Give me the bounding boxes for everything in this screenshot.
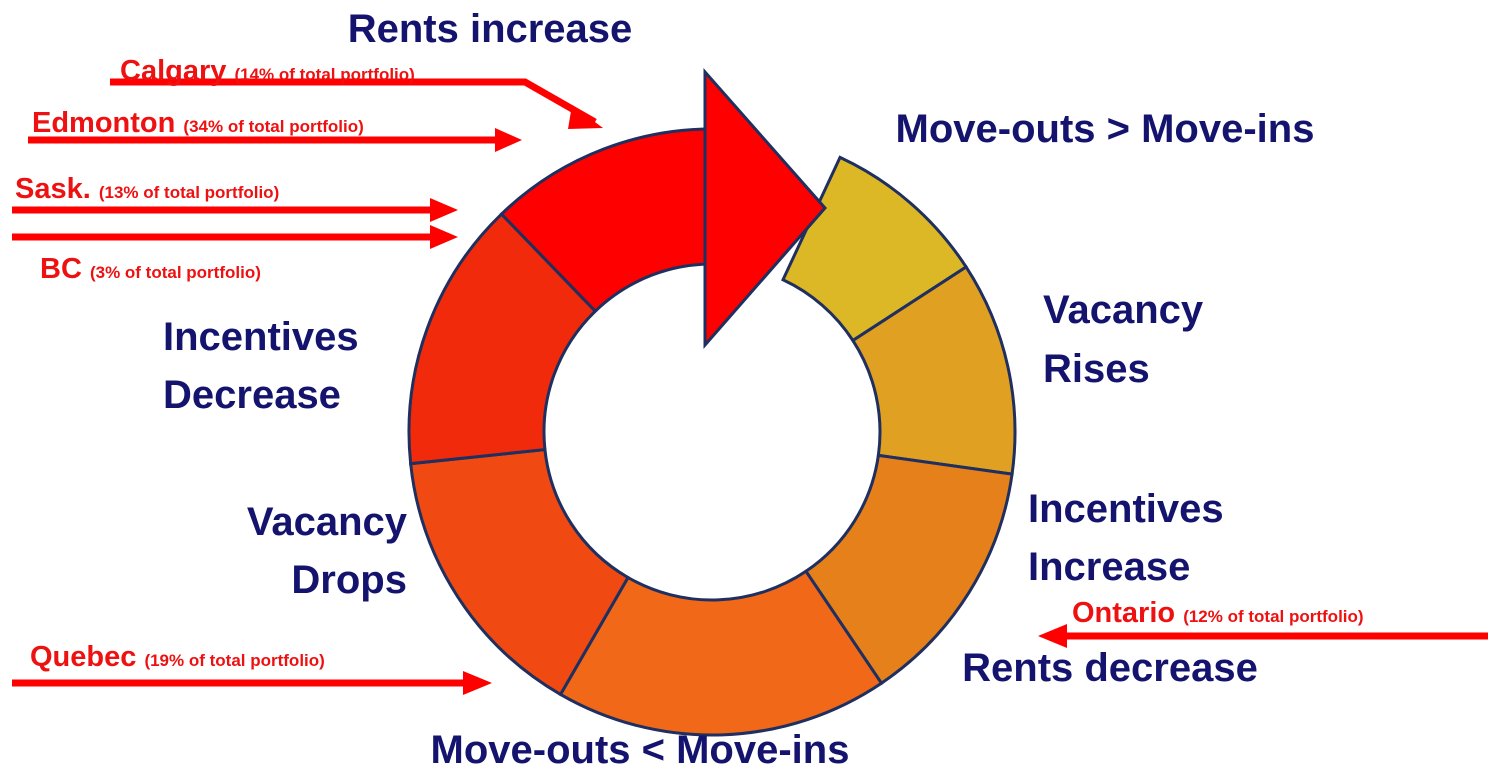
arrow-head bbox=[430, 225, 458, 249]
stage-label: Rises bbox=[1043, 347, 1150, 391]
arrow-head bbox=[568, 105, 603, 129]
ring-segment bbox=[409, 447, 631, 697]
cycle-ring bbox=[407, 127, 1017, 737]
stage-label: Move-outs > Move-ins bbox=[896, 107, 1315, 151]
region-label: Quebec (19% of total portfolio) bbox=[30, 641, 325, 673]
title: Rents increase bbox=[348, 7, 633, 51]
stage-label: Move-outs < Move-ins bbox=[431, 728, 850, 772]
stage-label: Incentives bbox=[163, 315, 359, 359]
region-label: Sask. (13% of total portfolio) bbox=[15, 173, 279, 205]
stage-label: Decrease bbox=[163, 373, 341, 417]
region-label: BC (3% of total portfolio) bbox=[40, 253, 261, 285]
region-label: Ontario (12% of total portfolio) bbox=[1072, 597, 1364, 629]
region-label: Edmonton (34% of total portfolio) bbox=[32, 107, 364, 139]
stage-label: Rents decrease bbox=[962, 646, 1258, 690]
stage-label: Vacancy bbox=[247, 500, 408, 544]
arrow-head bbox=[430, 198, 458, 222]
stage-label: Vacancy bbox=[1043, 288, 1204, 332]
arrow-head bbox=[495, 128, 522, 152]
stage-label: Incentives bbox=[1028, 487, 1224, 531]
stage-label: Increase bbox=[1028, 545, 1190, 589]
ring-segment bbox=[558, 569, 884, 737]
cycle-arrow-head bbox=[703, 68, 827, 349]
arrow-head bbox=[463, 671, 492, 695]
arrow-head bbox=[1038, 624, 1067, 648]
stage-label: Drops bbox=[291, 558, 407, 602]
region-arrows bbox=[12, 78, 1488, 695]
region-label: Calgary (14% of total portfolio) bbox=[120, 55, 415, 87]
